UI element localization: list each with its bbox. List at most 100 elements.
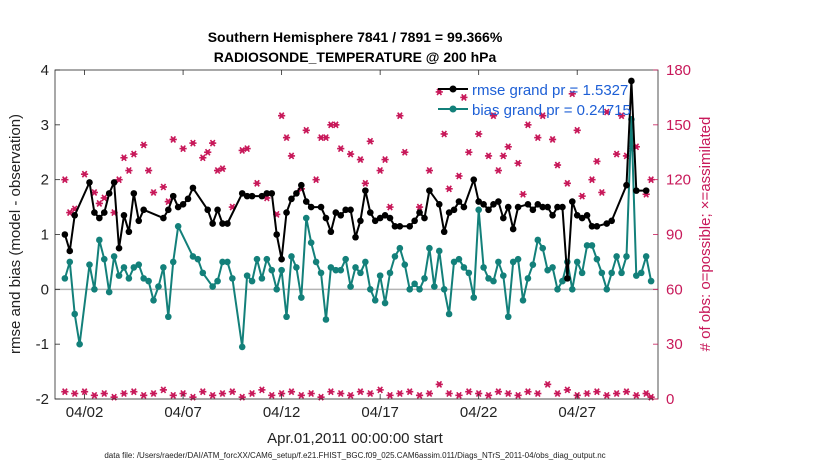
obs-count-point-65 (514, 159, 522, 167)
obs-count-low-point-dot (649, 395, 654, 400)
rmse-point-39 (302, 198, 310, 205)
rmse-point-55 (386, 214, 394, 222)
bias-point-29 (224, 258, 231, 266)
bias-point-111 (633, 272, 640, 279)
bias-point-12 (125, 275, 133, 282)
obs-count-low-point-41 (465, 388, 473, 396)
obs-count-point-79 (603, 108, 611, 116)
obs-count-low-point-39 (445, 389, 453, 398)
obs-count-low-point-dot (466, 389, 471, 394)
obs-count-low-point-54 (593, 388, 601, 396)
legend: rmse grand pr = 1.5327 bias grand pr = 0… (438, 82, 631, 119)
obs-count-point-64 (504, 143, 512, 151)
rmse-point-85 (554, 203, 561, 211)
bias-point-50 (332, 266, 340, 274)
obs-count-low-point-1 (71, 389, 79, 398)
rmse-point-97 (628, 77, 635, 85)
obs-count-point-dot (264, 195, 269, 201)
obs-count-point-73 (568, 90, 576, 98)
bias-point-0 (61, 275, 69, 282)
obs-count-low-point-dot (62, 389, 67, 394)
obs-count-point-dot (333, 122, 338, 127)
obs-count-low-point-dot (525, 389, 531, 394)
bias-point-75 (455, 255, 463, 263)
obs-count-low-point-35 (406, 388, 414, 396)
rmse-point-88 (568, 198, 576, 205)
bias-point-20 (165, 313, 172, 321)
obs-count-point-77 (593, 157, 601, 165)
bias-point-36 (263, 255, 271, 263)
obs-count-low-point-57 (622, 388, 631, 396)
obs-count-low-point-dot (496, 389, 501, 394)
obs-count-low-point-dot (486, 393, 491, 398)
obs-count-point-47 (381, 156, 389, 164)
obs-count-point-21 (204, 148, 212, 156)
obs-count-point-dot (565, 181, 570, 186)
obs-count-point-dot (520, 192, 526, 197)
obs-count-point-75 (578, 192, 586, 200)
bias-point-4 (86, 261, 93, 268)
bias-point-40 (283, 313, 290, 321)
y-tick-label: 2 (41, 172, 49, 189)
obs-count-point-1 (66, 209, 74, 217)
bias-point-95 (554, 286, 561, 293)
obs-count-point-dot (525, 122, 531, 127)
obs-count-low-point-dot (378, 387, 383, 392)
obs-count-low-point-dot (397, 391, 402, 396)
y2-tick-label: 60 (666, 281, 683, 298)
rmse-point-37 (293, 190, 300, 197)
y-tick-label: -2 (36, 391, 49, 408)
obs-count-low-point-40 (455, 391, 463, 399)
rmse-point-22 (204, 206, 212, 214)
obs-count-point-dot (200, 155, 205, 160)
obs-count-low-point-23 (287, 388, 296, 396)
obs-count-point-dot (92, 190, 97, 195)
obs-count-low-point-dot (368, 391, 373, 396)
obs-count-point-15 (159, 183, 167, 191)
obs-count-point-62 (494, 167, 502, 175)
bias-point-74 (450, 258, 458, 266)
obs-count-point-72 (563, 179, 571, 187)
obs-count-point-19 (189, 139, 197, 147)
obs-count-low-point-47 (524, 388, 532, 396)
obs-count-point-35 (302, 126, 310, 134)
bias-point-28 (219, 258, 226, 266)
bias-point-105 (603, 286, 611, 293)
obs-count-low-point-dot (171, 393, 176, 398)
obs-count-low-point-dot (240, 395, 245, 400)
bias-point-69 (426, 244, 433, 252)
bias-point-112 (637, 269, 645, 277)
obs-count-point-56 (455, 172, 463, 180)
rmse-point-65 (445, 209, 453, 216)
rmse-point-44 (332, 209, 340, 216)
obs-count-point-70 (548, 135, 557, 143)
bias-point-41 (288, 253, 295, 260)
obs-count-low-point-38 (435, 380, 443, 388)
obs-count-point-2 (71, 205, 79, 213)
obs-count-point-dot (102, 195, 107, 201)
obs-count-point-dot (442, 131, 447, 137)
y2-tick-label: 90 (666, 227, 683, 244)
obs-count-low-point-43 (484, 391, 493, 399)
bias-point-71 (435, 247, 443, 255)
obs-count-point-67 (524, 121, 532, 129)
obs-count-low-point-48 (534, 389, 542, 398)
obs-count-point-dot (387, 204, 393, 210)
obs-count-point-dot (121, 155, 127, 160)
obs-count-low-point-dot (328, 389, 333, 394)
bias-point-102 (588, 242, 596, 249)
bias-point-81 (485, 275, 492, 282)
rmse-point-59 (411, 217, 418, 225)
obs-count-point-dot (318, 135, 324, 140)
rmse-point-43 (327, 228, 335, 236)
obs-count-low-point-dot (180, 391, 186, 396)
obs-count-low-point-dot (515, 393, 521, 398)
bias-series (61, 116, 655, 351)
bias-point-54 (352, 264, 359, 271)
legend-label-rmse: rmse grand pr = 1.5327 (472, 82, 628, 99)
obs-count-point-50 (401, 148, 409, 156)
bias-point-3 (76, 340, 83, 348)
rmse-point-17 (169, 192, 177, 200)
obs-count-point-dot (151, 190, 156, 195)
obs-count-point-69 (539, 112, 547, 120)
